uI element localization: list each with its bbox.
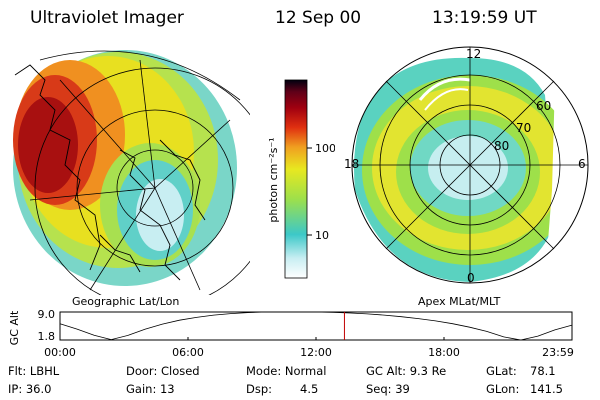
- apex-caption: Apex MLat/MLT: [418, 295, 501, 308]
- lat-label-80: 80: [494, 139, 509, 153]
- altitude-series-line: [59, 311, 572, 341]
- door-label: Door: Closed: [126, 364, 200, 378]
- ip-label: IP: 36.0: [8, 382, 52, 396]
- mode-label: Mode: Normal: [246, 364, 327, 378]
- colorbar-unit-label: photon cm⁻²s⁻¹: [267, 137, 280, 222]
- lat-label-70: 70: [516, 121, 531, 135]
- mlt-label-6: 6: [578, 157, 586, 171]
- glon-label: GLon:: [486, 382, 520, 396]
- ytick-label-1.8: 1.8: [38, 330, 56, 343]
- xtick-label: 06:00: [172, 346, 204, 359]
- gain-label: Gain: 13: [126, 382, 175, 396]
- colorbar: 100 10 photon cm⁻²s⁻¹: [267, 79, 335, 279]
- glat-value: 78.1: [530, 364, 556, 378]
- instrument-title: Ultraviolet Imager: [30, 8, 184, 28]
- flt-label: Flt: LBHL: [8, 364, 60, 378]
- meridian-diag-2: [385, 80, 555, 250]
- colorbar-gradient: [284, 79, 308, 279]
- dsp-label: Dsp:: [246, 382, 273, 396]
- seq-label: Seq: 39: [366, 382, 410, 396]
- date-label: 12 Sep 00: [275, 8, 362, 28]
- altitude-axis-label: GC Alt: [8, 310, 21, 345]
- glon-value: 141.5: [530, 382, 563, 396]
- mlt-label-12: 12: [466, 47, 481, 61]
- time-label: 13:19:59 UT: [432, 8, 537, 28]
- lat-label-60: 60: [536, 99, 551, 113]
- geographic-caption: Geographic Lat/Lon: [72, 295, 180, 308]
- xtick-label: 23:59: [542, 346, 574, 359]
- altitude-chart: GC Alt 9.0 1.8 00:00 06:00 12:00 18:00 23:59: [8, 308, 574, 359]
- mlt-label-18: 18: [344, 157, 359, 171]
- polar-plot: 12 18 6 0 60 70 80: [344, 46, 589, 285]
- altitude-plot-frame: [59, 311, 573, 341]
- gc-alt-label: GC Alt: 9.3 Re: [366, 364, 447, 378]
- mlt-label-0: 0: [467, 271, 475, 285]
- ytick-label-9.0: 9.0: [38, 308, 56, 321]
- xtick-label: 12:00: [300, 346, 332, 359]
- colorbar-label-100: 100: [315, 142, 335, 155]
- glat-label: GLat:: [486, 364, 517, 378]
- xtick-label: 00:00: [44, 346, 76, 359]
- colorbar-label-10: 10: [315, 229, 329, 242]
- xtick-label: 18:00: [428, 346, 460, 359]
- dsp-value: 4.5: [300, 382, 319, 396]
- geographic-image: [13, 50, 250, 295]
